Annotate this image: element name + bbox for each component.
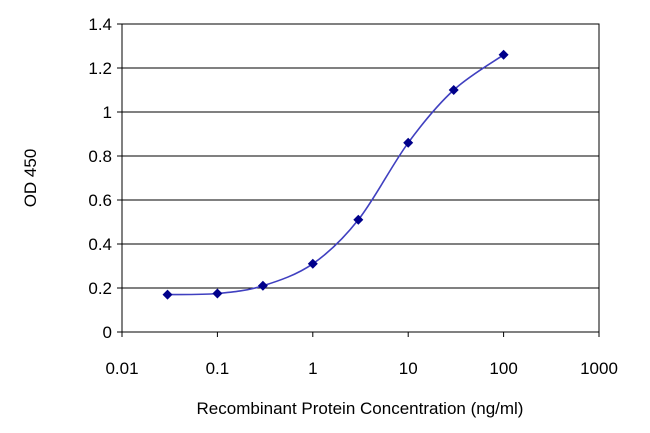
data-point <box>353 214 364 225</box>
data-point <box>307 258 318 269</box>
x-tick-label: 0.1 <box>206 359 230 378</box>
x-tick-label: 100 <box>489 359 517 378</box>
series-points <box>162 49 509 300</box>
y-tick-label: 0 <box>103 323 112 342</box>
x-tick-label: 1000 <box>580 359 618 378</box>
y-tick-label: 0.8 <box>88 147 112 166</box>
y-axis: 0 0.2 0.4 0.6 0.8 1 1.2 1.4 <box>88 15 122 342</box>
data-point <box>403 137 414 148</box>
y-tick-label: 1.2 <box>88 59 112 78</box>
grid-lines <box>122 67 599 289</box>
y-tick-label: 0.6 <box>88 191 112 210</box>
plot-area <box>121 23 600 333</box>
data-point <box>162 289 173 300</box>
y-tick-label: 1 <box>103 103 112 122</box>
y-tick-label: 0.2 <box>88 279 112 298</box>
y-tick-label: 0.4 <box>88 235 112 254</box>
x-tick-label: 10 <box>399 359 418 378</box>
y-axis-title: OD 450 <box>21 149 40 208</box>
x-axis-title: Recombinant Protein Concentration (ng/ml… <box>197 399 524 418</box>
data-point <box>498 49 509 60</box>
x-axis: 0.01 0.1 1 10 100 1000 <box>105 332 618 378</box>
x-tick-label: 0.01 <box>105 359 138 378</box>
data-point <box>212 288 223 299</box>
data-point <box>448 85 459 95</box>
data-point <box>257 280 268 291</box>
series-line <box>167 54 505 296</box>
y-tick-label: 1.4 <box>88 15 112 34</box>
x-tick-label: 1 <box>308 359 317 378</box>
